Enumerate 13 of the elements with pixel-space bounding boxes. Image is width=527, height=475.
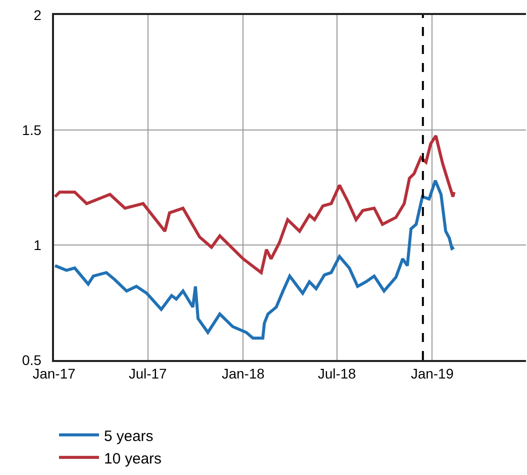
legend-label: 10 years: [104, 450, 162, 468]
y-tick-label: 1: [34, 236, 42, 253]
x-tick-label: Jul-17: [128, 366, 168, 382]
x-tick-label: Jan-19: [410, 366, 454, 382]
y-tick-label: 2: [34, 6, 42, 23]
legend-label: 5 years: [104, 428, 154, 445]
line-series: [54, 134, 456, 274]
x-tick-label: Jan-17: [32, 366, 76, 382]
y-tick-label: 1.5: [22, 122, 42, 138]
line-series: [54, 179, 456, 340]
x-tick-label: Jan-18: [222, 366, 265, 382]
y-tick-label: 0.5: [22, 352, 42, 368]
x-tick-label: Jul-18: [318, 366, 356, 382]
